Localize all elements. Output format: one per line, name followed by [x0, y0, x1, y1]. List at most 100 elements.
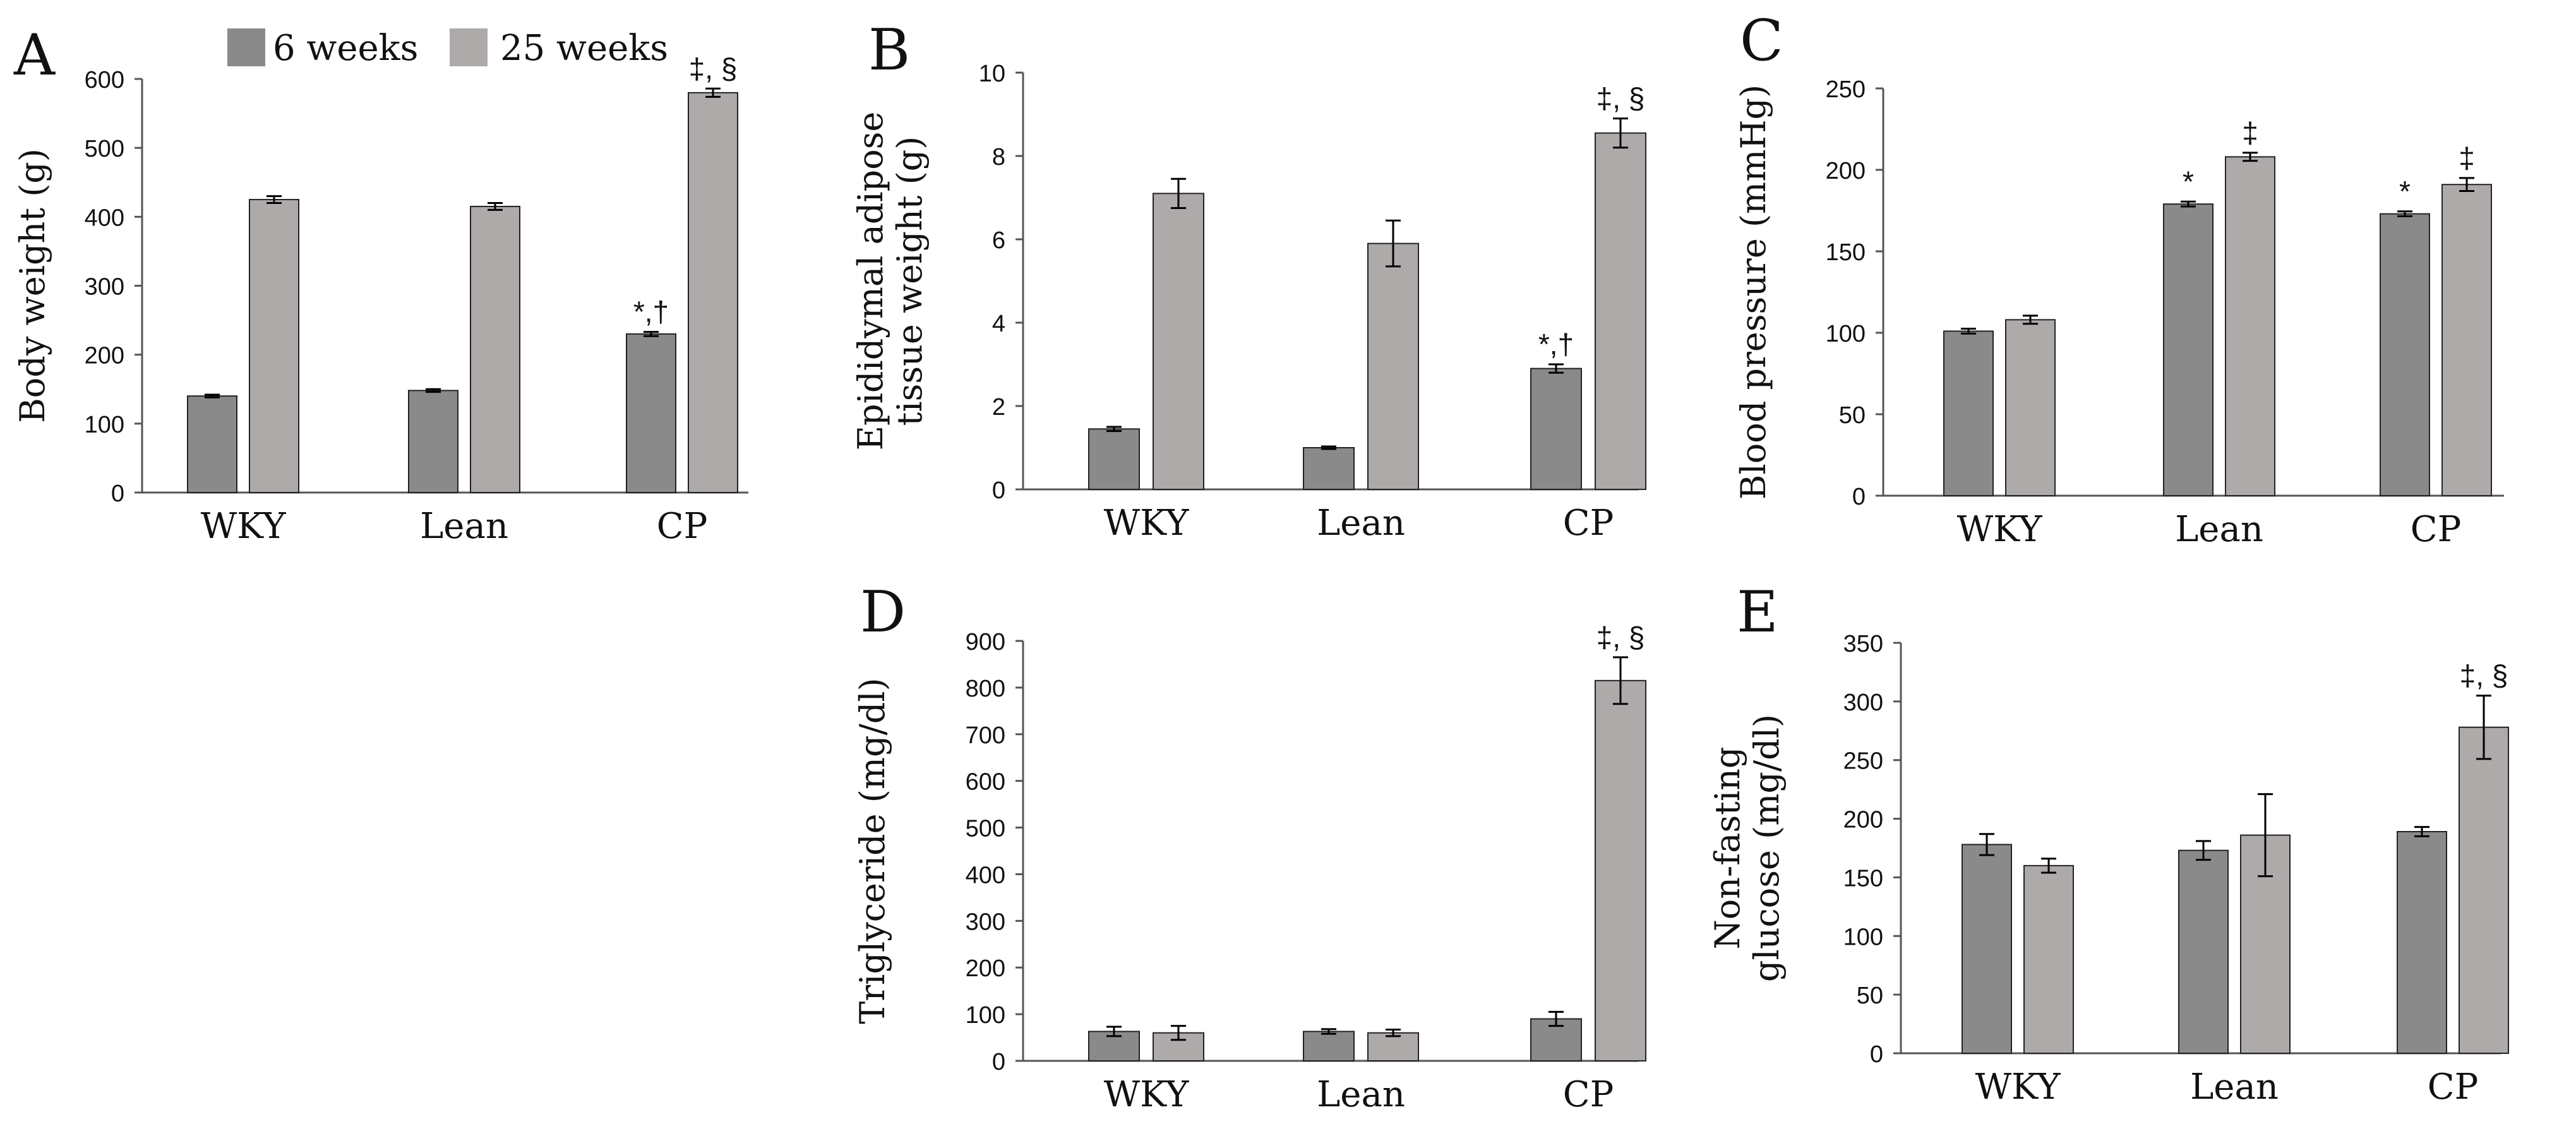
- panel-e-bar-wky-25-weeks: [2023, 864, 2074, 1055]
- panel-c-significance-marker: *: [2183, 165, 2194, 198]
- panel-d-y-tick-label: 700: [966, 722, 1005, 749]
- panel-c-y-axis-label: Blood pressure (mmHg): [1734, 85, 1773, 499]
- panel-b-y-axis-label: Epididymal adipose: [851, 112, 890, 451]
- panel-a-x-tick-label-lean: Lean: [420, 506, 508, 547]
- panel-b-significance-marker: ‡, §: [1597, 82, 1645, 115]
- panel-e-letter: E: [1737, 579, 1778, 645]
- panel-e-x-tick-label-wky: WKY: [1975, 1067, 2061, 1108]
- panel-d-y-tick-label: 800: [966, 676, 1005, 702]
- panel-a-x-tick-label-cp: CP: [657, 506, 708, 547]
- panel-a-y-tick-label: 500: [85, 136, 124, 162]
- legend-swatch-25-weeks: [450, 28, 488, 66]
- panel-b-y-tick-label: 10: [979, 61, 1005, 87]
- panel-a-y-tick-label: 0: [111, 481, 124, 507]
- panel-e-y-tick-label: 100: [1843, 924, 1883, 950]
- panel-b-significance-marker: *,†: [1538, 328, 1574, 361]
- panel-b-y-tick-label: 2: [992, 394, 1005, 421]
- legend-label-6-weeks: 6 weeks: [273, 28, 418, 69]
- panel-c-x-tick-label-lean: Lean: [2175, 509, 2263, 550]
- panel-c: C 0 50 100 150 200 250 Blood pressure (mmHg) WKY…: [1734, 8, 2504, 550]
- panel-a-significance-marker: ‡, §: [689, 52, 738, 85]
- panel-b-y-tick-label: 6: [992, 227, 1005, 254]
- panel-c-bar-lean-25-weeks: [2225, 156, 2275, 497]
- panel-e-y-axis-label: glucose (mg/dl): [1747, 714, 1787, 982]
- panel-e-bar-wky-6-weeks: [1962, 844, 2012, 1055]
- panel-c-x-tick-label-cp: CP: [2411, 509, 2462, 550]
- panel-c-x-tick-label-wky: WKY: [1957, 509, 2043, 550]
- panel-a-letter: A: [13, 22, 56, 88]
- panel-d-y-tick-label: 900: [966, 629, 1005, 655]
- panel-c-letter: C: [1740, 8, 1783, 74]
- panel-a-x-tick-label-wky: WKY: [201, 506, 287, 547]
- panel-d-bar-lean-6-weeks: [1303, 1031, 1355, 1061]
- legend-swatch-6-weeks: [227, 28, 265, 66]
- panel-e-x-tick-label-lean: Lean: [2190, 1067, 2279, 1108]
- panel-b-bar-wky-25-weeks: [1153, 193, 1204, 490]
- panel-e: E 0 50 100 150 200 250 300 350 Non-fasting glucose…: [1708, 579, 2509, 1108]
- panel-e-bar-cp-6-weeks: [2397, 831, 2447, 1054]
- panel-d-y-tick-label: 300: [966, 909, 1005, 935]
- panel-a-y-tick-label: 300: [85, 274, 124, 301]
- panel-c-bar-lean-6-weeks: [2163, 203, 2214, 496]
- panel-c-y-tick-label: 250: [1826, 76, 1866, 103]
- panel-e-y-tick-label: 200: [1843, 807, 1883, 834]
- panel-a-bar-wky-6-weeks: [187, 395, 237, 494]
- panel-b-bar-lean-6-weeks: [1303, 447, 1355, 490]
- panel-a-bar-cp-25-weeks: [688, 92, 738, 494]
- panel-d-x-tick-label-wky: WKY: [1104, 1074, 1190, 1115]
- panel-a-bar-lean-6-weeks: [408, 390, 458, 494]
- panel-a-y-tick-label: 400: [85, 205, 124, 231]
- panel-b-y-tick-label: 8: [992, 144, 1005, 170]
- panel-d-y-tick-label: 600: [966, 769, 1005, 796]
- panel-d-letter: D: [860, 579, 906, 645]
- panel-b-y-axis-label: tissue weight (g): [890, 136, 930, 426]
- panel-a-bar-wky-25-weeks: [249, 199, 299, 493]
- panel-b-x-tick-label-cp: CP: [1563, 503, 1614, 544]
- panel-d-y-tick-label: 100: [966, 1002, 1005, 1029]
- panel-d: D 0 100 200 300 400 500 600 700 800 900 Triglycerid…: [853, 579, 1646, 1115]
- panel-e-y-tick-label: 50: [1857, 983, 1883, 1009]
- panel-e-y-axis-label: Non-fasting: [1708, 747, 1747, 950]
- panel-d-y-tick-label: 0: [992, 1049, 1005, 1075]
- panel-c-y-tick-label: 150: [1826, 239, 1866, 266]
- panel-b-y-tick-label: 0: [992, 477, 1005, 504]
- panel-d-bar-wky-25-weeks: [1153, 1032, 1204, 1061]
- panel-a-y-tick-label: 100: [85, 412, 124, 438]
- panel-b-y-tick-label: 4: [992, 311, 1005, 337]
- panel-d-y-tick-label: 400: [966, 862, 1005, 888]
- panel-c-bar-wky-6-weeks: [1943, 330, 1994, 496]
- panel-b-letter: B: [868, 17, 910, 83]
- panel-e-y-tick-label: 0: [1870, 1041, 1883, 1068]
- panel-d-y-tick-label: 500: [966, 816, 1005, 842]
- panel-d-x-tick-label-cp: CP: [1563, 1074, 1614, 1115]
- panel-d-y-axis-label: Triglyceride (mg/dl): [853, 678, 892, 1024]
- panel-c-y-tick-label: 50: [1839, 402, 1866, 429]
- panel-b-bar-cp-6-weeks: [1530, 368, 1582, 490]
- panel-e-significance-marker: ‡, §: [2460, 659, 2508, 692]
- panel-c-bar-wky-25-weeks: [2005, 319, 2056, 496]
- panel-d-bar-lean-25-weeks: [1367, 1032, 1419, 1061]
- panel-a: A 0 100 200 300 400 500 600 Body weight (g) WKY Le…: [13, 22, 748, 547]
- panel-b-x-tick-label-lean: Lean: [1317, 503, 1405, 544]
- panel-c-y-tick-label: 200: [1826, 158, 1866, 184]
- panel-e-y-tick-label: 300: [1843, 690, 1883, 716]
- panel-a-y-axis-label: Body weight (g): [13, 148, 52, 423]
- panel-e-y-tick-label: 250: [1843, 748, 1883, 775]
- legend: 6 weeks 25 weeks: [227, 28, 668, 69]
- panel-e-y-tick-label: 350: [1843, 631, 1883, 657]
- panel-b-bar-lean-25-weeks: [1367, 242, 1419, 490]
- panel-a-bar-lean-25-weeks: [470, 205, 520, 493]
- panel-d-y-tick-label: 200: [966, 955, 1005, 982]
- panel-b-bar-wky-6-weeks: [1088, 428, 1140, 490]
- panel-a-bar-cp-6-weeks: [626, 333, 676, 494]
- panel-a-y-tick-label: 200: [85, 343, 124, 369]
- panel-c-y-tick-label: 0: [1852, 484, 1866, 510]
- panel-c-significance-marker: ‡: [2242, 116, 2258, 149]
- panel-a-significance-marker: *,†: [633, 296, 669, 328]
- panel-b: B 0 2 4 6 8 10 Epididymal adipose tissue weight …: [851, 17, 1646, 544]
- panel-e-bar-cp-25-weeks: [2459, 726, 2509, 1054]
- panel-c-significance-marker: ‡: [2459, 141, 2475, 174]
- panel-e-bar-lean-6-weeks: [2178, 849, 2229, 1054]
- panel-c-y-tick-label: 100: [1826, 321, 1866, 347]
